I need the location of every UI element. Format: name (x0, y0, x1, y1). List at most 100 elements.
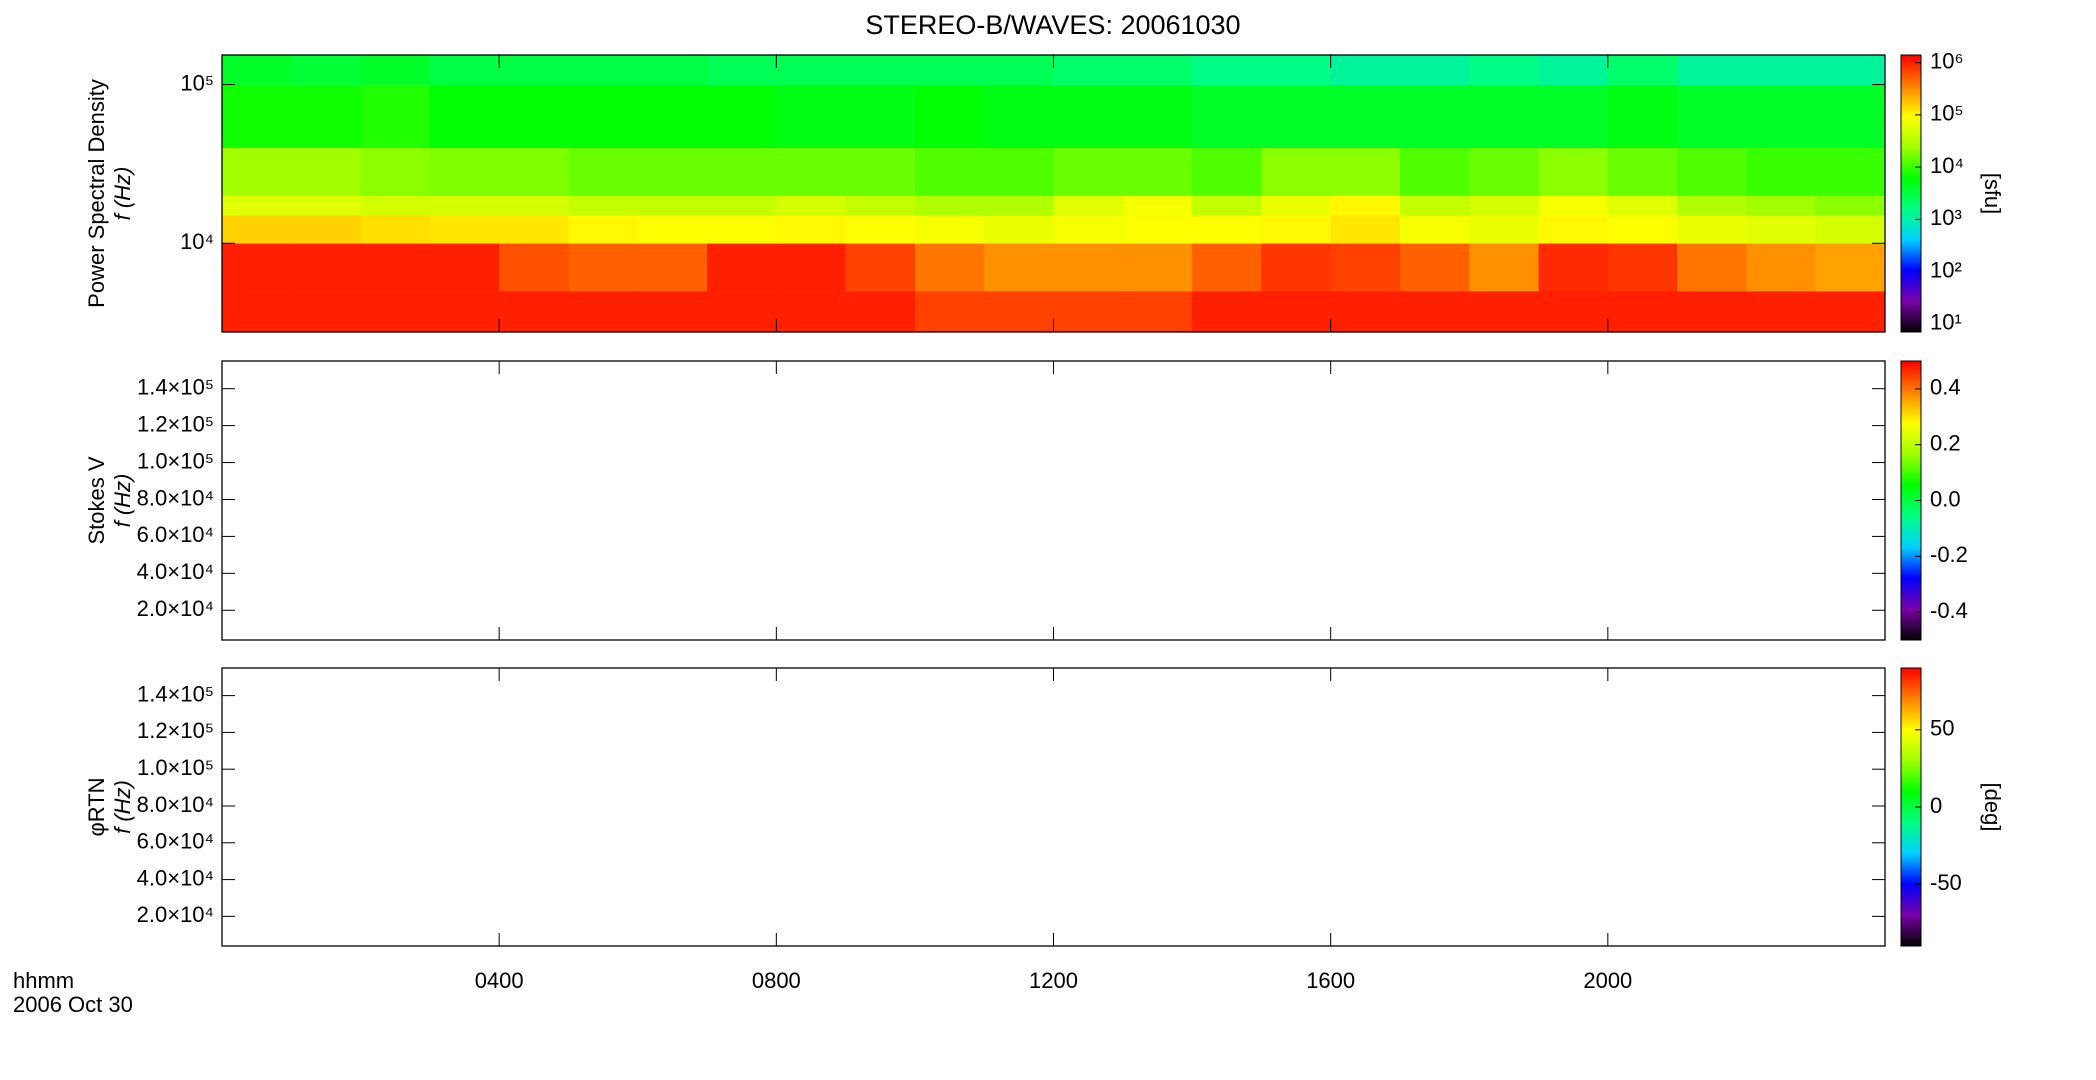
colorbar-tick-label: -0.4 (1930, 598, 1968, 623)
heatmap-cell (499, 243, 569, 292)
heatmap-cell (1122, 55, 1193, 85)
y-tick-label: 10⁵ (180, 70, 214, 95)
y-tick-label: 4.0×10⁴ (137, 559, 214, 584)
heatmap-cell (1053, 291, 1124, 333)
heatmap-cell (291, 291, 362, 333)
heatmap-cell (1261, 55, 1332, 85)
y-tick-label: 1.0×10⁵ (137, 755, 214, 780)
heatmap-cell (1261, 84, 1332, 149)
heatmap-cell (776, 291, 847, 333)
heatmap-cell (1746, 55, 1817, 85)
heatmap-cell (1261, 215, 1332, 244)
heatmap-cell (1607, 243, 1678, 292)
plot-frame (221, 360, 1886, 641)
heatmap-cell (1122, 243, 1193, 292)
heatmap-cell (1538, 215, 1609, 244)
heatmap-cell (1469, 147, 1540, 196)
heatmap-cell (914, 55, 985, 85)
heatmap-cell (1677, 195, 1747, 216)
heatmap-cell (1192, 147, 1262, 196)
heatmap-cell (1053, 195, 1124, 216)
heatmap-cell (1746, 195, 1817, 216)
y-tick-label: 1.0×10⁵ (137, 448, 214, 473)
heatmap-cell (984, 147, 1054, 196)
heatmap-cell (707, 291, 777, 333)
heatmap-cell (1746, 291, 1817, 333)
heatmap-cell (1815, 243, 1886, 292)
heatmap-cell (1399, 243, 1470, 292)
heatmap-cell (360, 195, 431, 216)
heatmap-cell (1399, 84, 1470, 149)
heatmap-cell (914, 147, 985, 196)
heatmap-cell (776, 84, 847, 149)
heatmap-cell (568, 243, 639, 292)
heatmap-cell (291, 195, 362, 216)
heatmap-cell (360, 55, 431, 85)
heatmap-cell (291, 55, 362, 85)
heatmap-cell (1192, 84, 1262, 149)
heatmap-cell (1261, 243, 1332, 292)
heatmap-cell (222, 84, 292, 149)
y-tick-label: 6.0×10⁴ (137, 522, 214, 547)
heatmap-cell (568, 84, 639, 149)
colorbar-tick-label: 10² (1930, 257, 1962, 282)
heatmap-cell (1538, 147, 1609, 196)
heatmap-cell (1746, 243, 1817, 292)
heatmap-cell (360, 243, 431, 292)
heatmap-cell (1538, 291, 1609, 333)
heatmap-cell (1330, 147, 1401, 196)
y-axis-label: Power Spectral Density (84, 79, 109, 308)
x-tick-label: 0800 (752, 968, 801, 993)
heatmap-cell (1607, 55, 1678, 85)
plot-frame (221, 667, 1886, 947)
heatmap-cell (914, 243, 985, 292)
heatmap-cell (914, 291, 985, 333)
heatmap-cell (1399, 291, 1470, 333)
heatmap-cell (1399, 195, 1470, 216)
heatmap-cell (845, 147, 916, 196)
heatmap-cell (429, 215, 500, 244)
colorbar-tick-label: 10⁶ (1930, 48, 1964, 73)
heatmap-cell (637, 195, 708, 216)
y-tick-label: 8.0×10⁴ (137, 792, 214, 817)
colorbar-tick-label: -0.2 (1930, 542, 1968, 567)
heatmap-cell (429, 147, 500, 196)
y-tick-label: 4.0×10⁴ (137, 865, 214, 890)
x-tick-label: 1200 (1029, 968, 1078, 993)
y-tick-label: 2.0×10⁴ (137, 902, 214, 927)
colorbar-title: [sfu] (1980, 173, 2005, 215)
heatmap-cell (1330, 84, 1401, 149)
heatmap-cell (637, 215, 708, 244)
heatmap-cell (1122, 215, 1193, 244)
heatmap-cell (914, 195, 985, 216)
heatmap-cell (984, 84, 1054, 149)
heatmap-cell (1330, 243, 1401, 292)
heatmap-cell (499, 215, 569, 244)
heatmap-cell (1677, 291, 1747, 333)
colorbar-tick-label: 10¹ (1930, 310, 1962, 335)
heatmap-cell (222, 55, 292, 85)
heatmap-cell (845, 243, 916, 292)
heatmap-cell (1815, 147, 1886, 196)
heatmap-cell (1815, 55, 1886, 85)
heatmap-cell (1538, 84, 1609, 149)
heatmap-cell (984, 195, 1054, 216)
heatmap-cell (1330, 291, 1401, 333)
heatmap-cell (1261, 291, 1332, 333)
heatmap-cell (360, 215, 431, 244)
heatmap-cell (637, 291, 708, 333)
heatmap-cell (568, 55, 639, 85)
heatmap-cell (499, 84, 569, 149)
colorbar-title: [deg] (1980, 783, 2005, 832)
heatmap-cell (1192, 55, 1262, 85)
heatmap-cell (429, 243, 500, 292)
heatmap-cell (1122, 291, 1193, 333)
heatmap-cell (1607, 195, 1678, 216)
heatmap-cell (1053, 55, 1124, 85)
y-tick-label: 2.0×10⁴ (137, 596, 214, 621)
heatmap-cell (568, 291, 639, 333)
heatmap-cell (568, 195, 639, 216)
colorbar-tick-label: 0.4 (1930, 375, 1961, 400)
heatmap-cell (776, 243, 847, 292)
colorbar-tick-label: 50 (1930, 716, 1954, 741)
